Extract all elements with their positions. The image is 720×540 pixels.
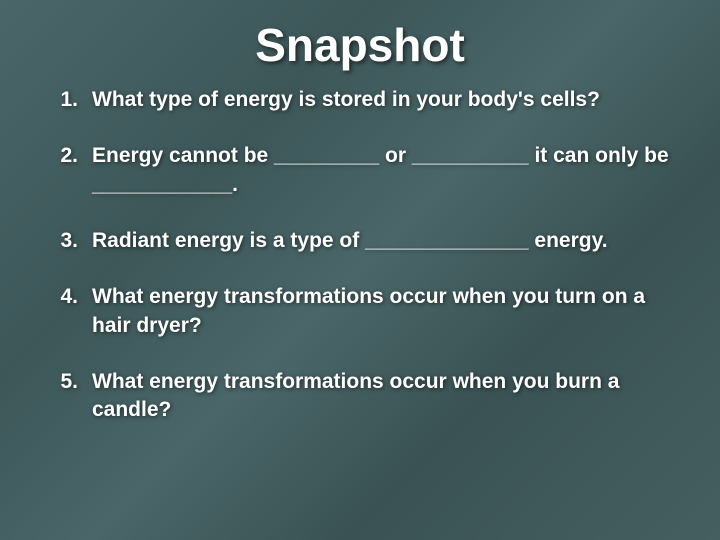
list-item: 1. What type of energy is stored in your…: [50, 86, 670, 114]
item-number: 3.: [50, 227, 78, 255]
item-text: Radiant energy is a type of ____________…: [92, 227, 670, 255]
item-text: Energy cannot be _________ or __________…: [92, 142, 670, 199]
item-text: What energy transformations occur when y…: [92, 283, 670, 340]
list-item: 3. Radiant energy is a type of _________…: [50, 227, 670, 255]
item-number: 4.: [50, 283, 78, 311]
slide: Snapshot 1. What type of energy is store…: [0, 0, 720, 540]
list-item: 5. What energy transformations occur whe…: [50, 368, 670, 425]
item-text: What type of energy is stored in your bo…: [92, 86, 670, 114]
item-text: What energy transformations occur when y…: [92, 368, 670, 425]
item-number: 1.: [50, 86, 78, 114]
item-number: 5.: [50, 368, 78, 396]
item-number: 2.: [50, 142, 78, 170]
slide-title: Snapshot: [50, 18, 670, 72]
list-item: 2. Energy cannot be _________ or _______…: [50, 142, 670, 199]
list-item: 4. What energy transformations occur whe…: [50, 283, 670, 340]
question-list: 1. What type of energy is stored in your…: [50, 86, 670, 425]
